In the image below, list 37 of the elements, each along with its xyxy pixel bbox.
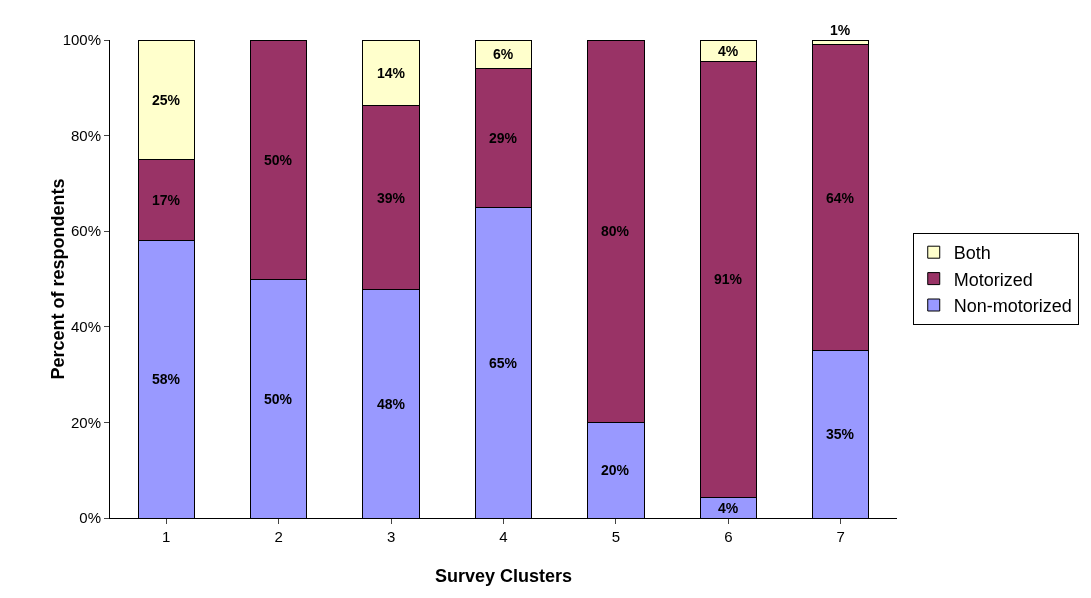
legend-label: Non-motorized [953, 296, 1072, 317]
x-tick-label: 4 [499, 528, 508, 545]
data-label: 17% [152, 192, 181, 208]
data-label: 91% [714, 271, 743, 287]
x-tick-label: 3 [386, 528, 396, 545]
y-tick-label: 80% [70, 126, 101, 144]
y-tick-label: 40% [70, 318, 101, 336]
data-label: 50% [264, 391, 293, 407]
data-label: 39% [377, 190, 406, 206]
data-label: 80% [601, 223, 630, 239]
x-tick-label: 7 [836, 528, 845, 545]
data-label: 4% [718, 43, 739, 59]
data-label: 48% [377, 396, 406, 412]
data-label: 20% [601, 462, 630, 478]
data-label: 4% [718, 500, 739, 516]
x-tick-label: 6 [724, 528, 733, 545]
x-tick-label: 5 [611, 528, 621, 545]
x-tick-label: 2 [274, 528, 283, 545]
x-tick-label: 1 [162, 528, 171, 545]
data-label: 35% [826, 426, 855, 442]
legend-label: Both [953, 243, 991, 264]
data-label: 50% [264, 152, 293, 168]
data-label: 6% [493, 46, 514, 62]
y-tick-label: 0% [79, 509, 101, 527]
legend-label: Motorized [953, 269, 1033, 290]
y-tick-label: 60% [70, 222, 101, 240]
data-label: 64% [826, 190, 855, 206]
data-label: 58% [152, 371, 181, 387]
y-axis-title: Percent of respondents [48, 178, 68, 380]
data-label: 25% [152, 92, 181, 108]
data-label: 14% [377, 65, 406, 81]
data-label: 29% [489, 130, 518, 146]
data-label: 1% [830, 22, 851, 38]
x-axis-title: Survey Clusters [434, 566, 573, 586]
data-label: 65% [489, 355, 518, 371]
y-tick-label: 100% [62, 31, 101, 49]
y-tick-label: 20% [70, 413, 101, 431]
